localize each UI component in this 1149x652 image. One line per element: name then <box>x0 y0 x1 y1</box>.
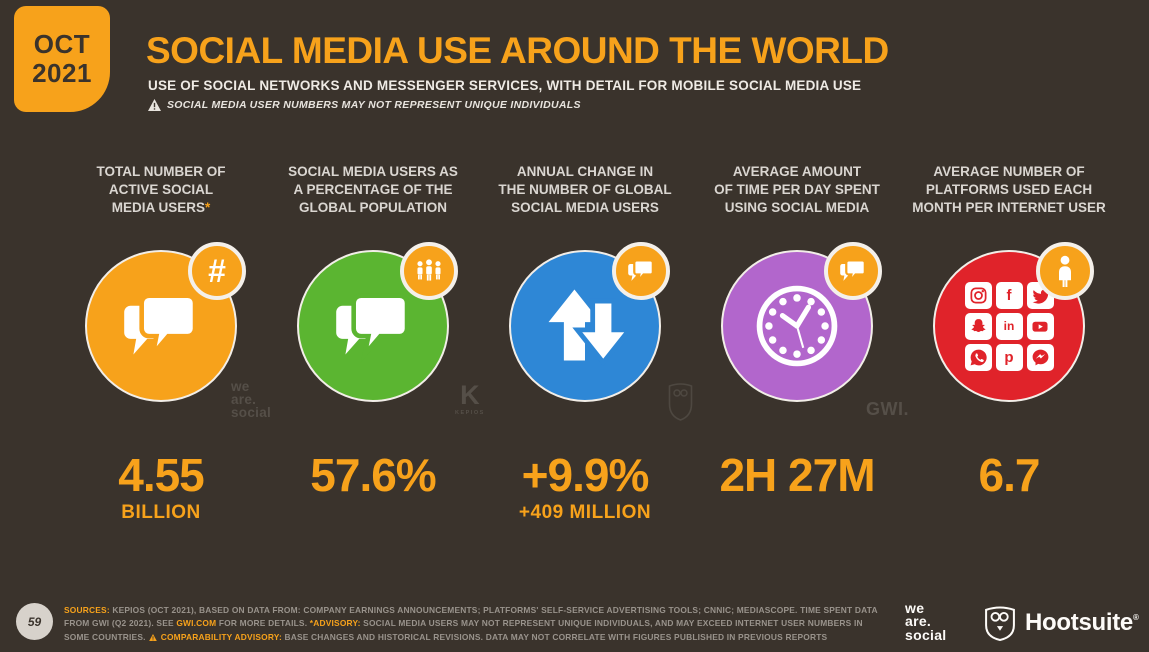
asterisk: * <box>205 199 211 215</box>
chat-badge <box>824 242 882 300</box>
we-are-social-watermark: we are. social <box>231 379 272 420</box>
stat-sub-value: +409 MILLION <box>518 502 652 524</box>
messenger-icon <box>1026 343 1054 371</box>
sources-label: SOURCES: <box>64 605 110 615</box>
comparability-advisory-label: COMPARABILITY ADVISORY: <box>160 631 282 642</box>
gwi-link: GWI.COM <box>176 618 217 629</box>
metrics-row: TOTAL NUMBER OF ACTIVE SOCIAL MEDIA USER… <box>55 163 1115 524</box>
metric-column-percent-population: SOCIAL MEDIA USERS AS A PERCENTAGE OF TH… <box>267 163 479 524</box>
stat-value: 57.6% <box>310 449 436 501</box>
metric-column-time-spent: AVERAGE AMOUNT OF TIME PER DAY SPENT USI… <box>691 163 903 524</box>
hootsuite-logo: Hootsuite® <box>983 603 1139 643</box>
metric-stat: 6.7 <box>903 451 1115 524</box>
metric-icon-circle <box>509 242 670 402</box>
page-title: SOCIAL MEDIA USE AROUND THE WORLD <box>146 30 889 71</box>
metric-icon-circle <box>297 242 458 402</box>
stat-sub-value <box>903 502 1115 524</box>
date-badge: OCT 2021 <box>14 6 110 112</box>
platform-icons-grid: f in p <box>964 281 1054 371</box>
warning-icon <box>148 99 161 111</box>
metric-header: SOCIAL MEDIA USERS AS A PERCENTAGE OF TH… <box>288 164 458 215</box>
chat-bubbles-icon <box>124 293 198 363</box>
metric-stat: 2H 27M <box>691 451 903 524</box>
stat-sub-value: BILLION <box>121 502 201 524</box>
metric-header: AVERAGE AMOUNT OF TIME PER DAY SPENT USI… <box>714 164 880 215</box>
kepios-watermark: K KEPIOS <box>455 380 485 417</box>
page-number: 59 <box>16 603 53 640</box>
metric-icon-circle: f in p <box>933 242 1094 402</box>
person-badge <box>1036 242 1094 300</box>
stat-value: 4.55 <box>118 449 205 501</box>
metric-column-platforms: AVERAGE NUMBER OF PLATFORMS USED EACH MO… <box>903 163 1115 524</box>
metric-icon-circle <box>721 242 882 402</box>
hashtag-icon: # <box>208 252 226 289</box>
hootsuite-shield-watermark <box>666 380 695 427</box>
linkedin-icon: in <box>995 312 1023 340</box>
stat-value: 6.7 <box>978 449 1041 501</box>
stat-value: +9.9% <box>521 449 650 501</box>
metric-header: AVERAGE NUMBER OF PLATFORMS USED EACH MO… <box>912 164 1106 215</box>
sources-note: SOURCES: KEPIOS (OCT 2021), BASED ON DAT… <box>64 605 878 642</box>
youtube-icon <box>1026 312 1054 340</box>
chat-badge <box>612 242 670 300</box>
hootsuite-wordmark: Hootsuite® <box>1025 609 1139 636</box>
up-down-arrows-icon <box>548 289 633 367</box>
metric-stat: +9.9% +409 MILLION <box>479 451 691 524</box>
green-circle <box>297 250 449 402</box>
people-badge <box>400 242 458 300</box>
person-icon <box>1059 255 1071 287</box>
gwi-watermark: GWI. <box>866 399 909 419</box>
chat-bubbles-icon <box>628 259 654 285</box>
pinterest-icon: p <box>995 343 1023 371</box>
advisory-text: SOCIAL MEDIA USER NUMBERS MAY NOT REPRES… <box>167 99 581 111</box>
stat-sub-value <box>691 502 903 524</box>
metric-header: ANNUAL CHANGE IN THE NUMBER OF GLOBAL SO… <box>498 164 672 215</box>
facebook-icon: f <box>995 281 1023 309</box>
red-circle: f in p <box>933 250 1085 402</box>
date-year: 2021 <box>32 58 92 88</box>
metric-icon-circle: # <box>85 242 246 402</box>
three-people-icon <box>417 259 441 281</box>
date-month: OCT <box>33 29 91 60</box>
stat-sub-value <box>267 502 479 524</box>
metric-column-total-users: TOTAL NUMBER OF ACTIVE SOCIAL MEDIA USER… <box>55 163 267 524</box>
page-subtitle: USE OF SOCIAL NETWORKS AND MESSENGER SER… <box>148 78 862 93</box>
clock-icon <box>756 285 838 367</box>
hashtag-badge: # <box>188 242 246 300</box>
stat-value: 2H 27M <box>719 449 875 501</box>
instagram-icon <box>964 281 992 309</box>
warning-icon <box>149 633 157 641</box>
metric-header: TOTAL NUMBER OF ACTIVE SOCIAL MEDIA USER… <box>96 164 226 215</box>
whatsapp-icon <box>964 343 992 371</box>
snapchat-icon <box>964 312 992 340</box>
metric-stat: 57.6% <box>267 451 479 524</box>
chat-bubbles-icon <box>336 293 410 363</box>
advisory-label: *ADVISORY: <box>309 618 361 629</box>
chat-bubbles-icon <box>840 259 866 285</box>
metric-stat: 4.55 BILLION <box>55 451 267 524</box>
we-are-social-logo: we are. social <box>905 600 947 643</box>
hootsuite-owl-icon <box>985 606 1015 642</box>
metric-column-annual-change: ANNUAL CHANGE IN THE NUMBER OF GLOBAL SO… <box>479 163 691 524</box>
advisory-note: SOCIAL MEDIA USER NUMBERS MAY NOT REPRES… <box>148 99 581 111</box>
